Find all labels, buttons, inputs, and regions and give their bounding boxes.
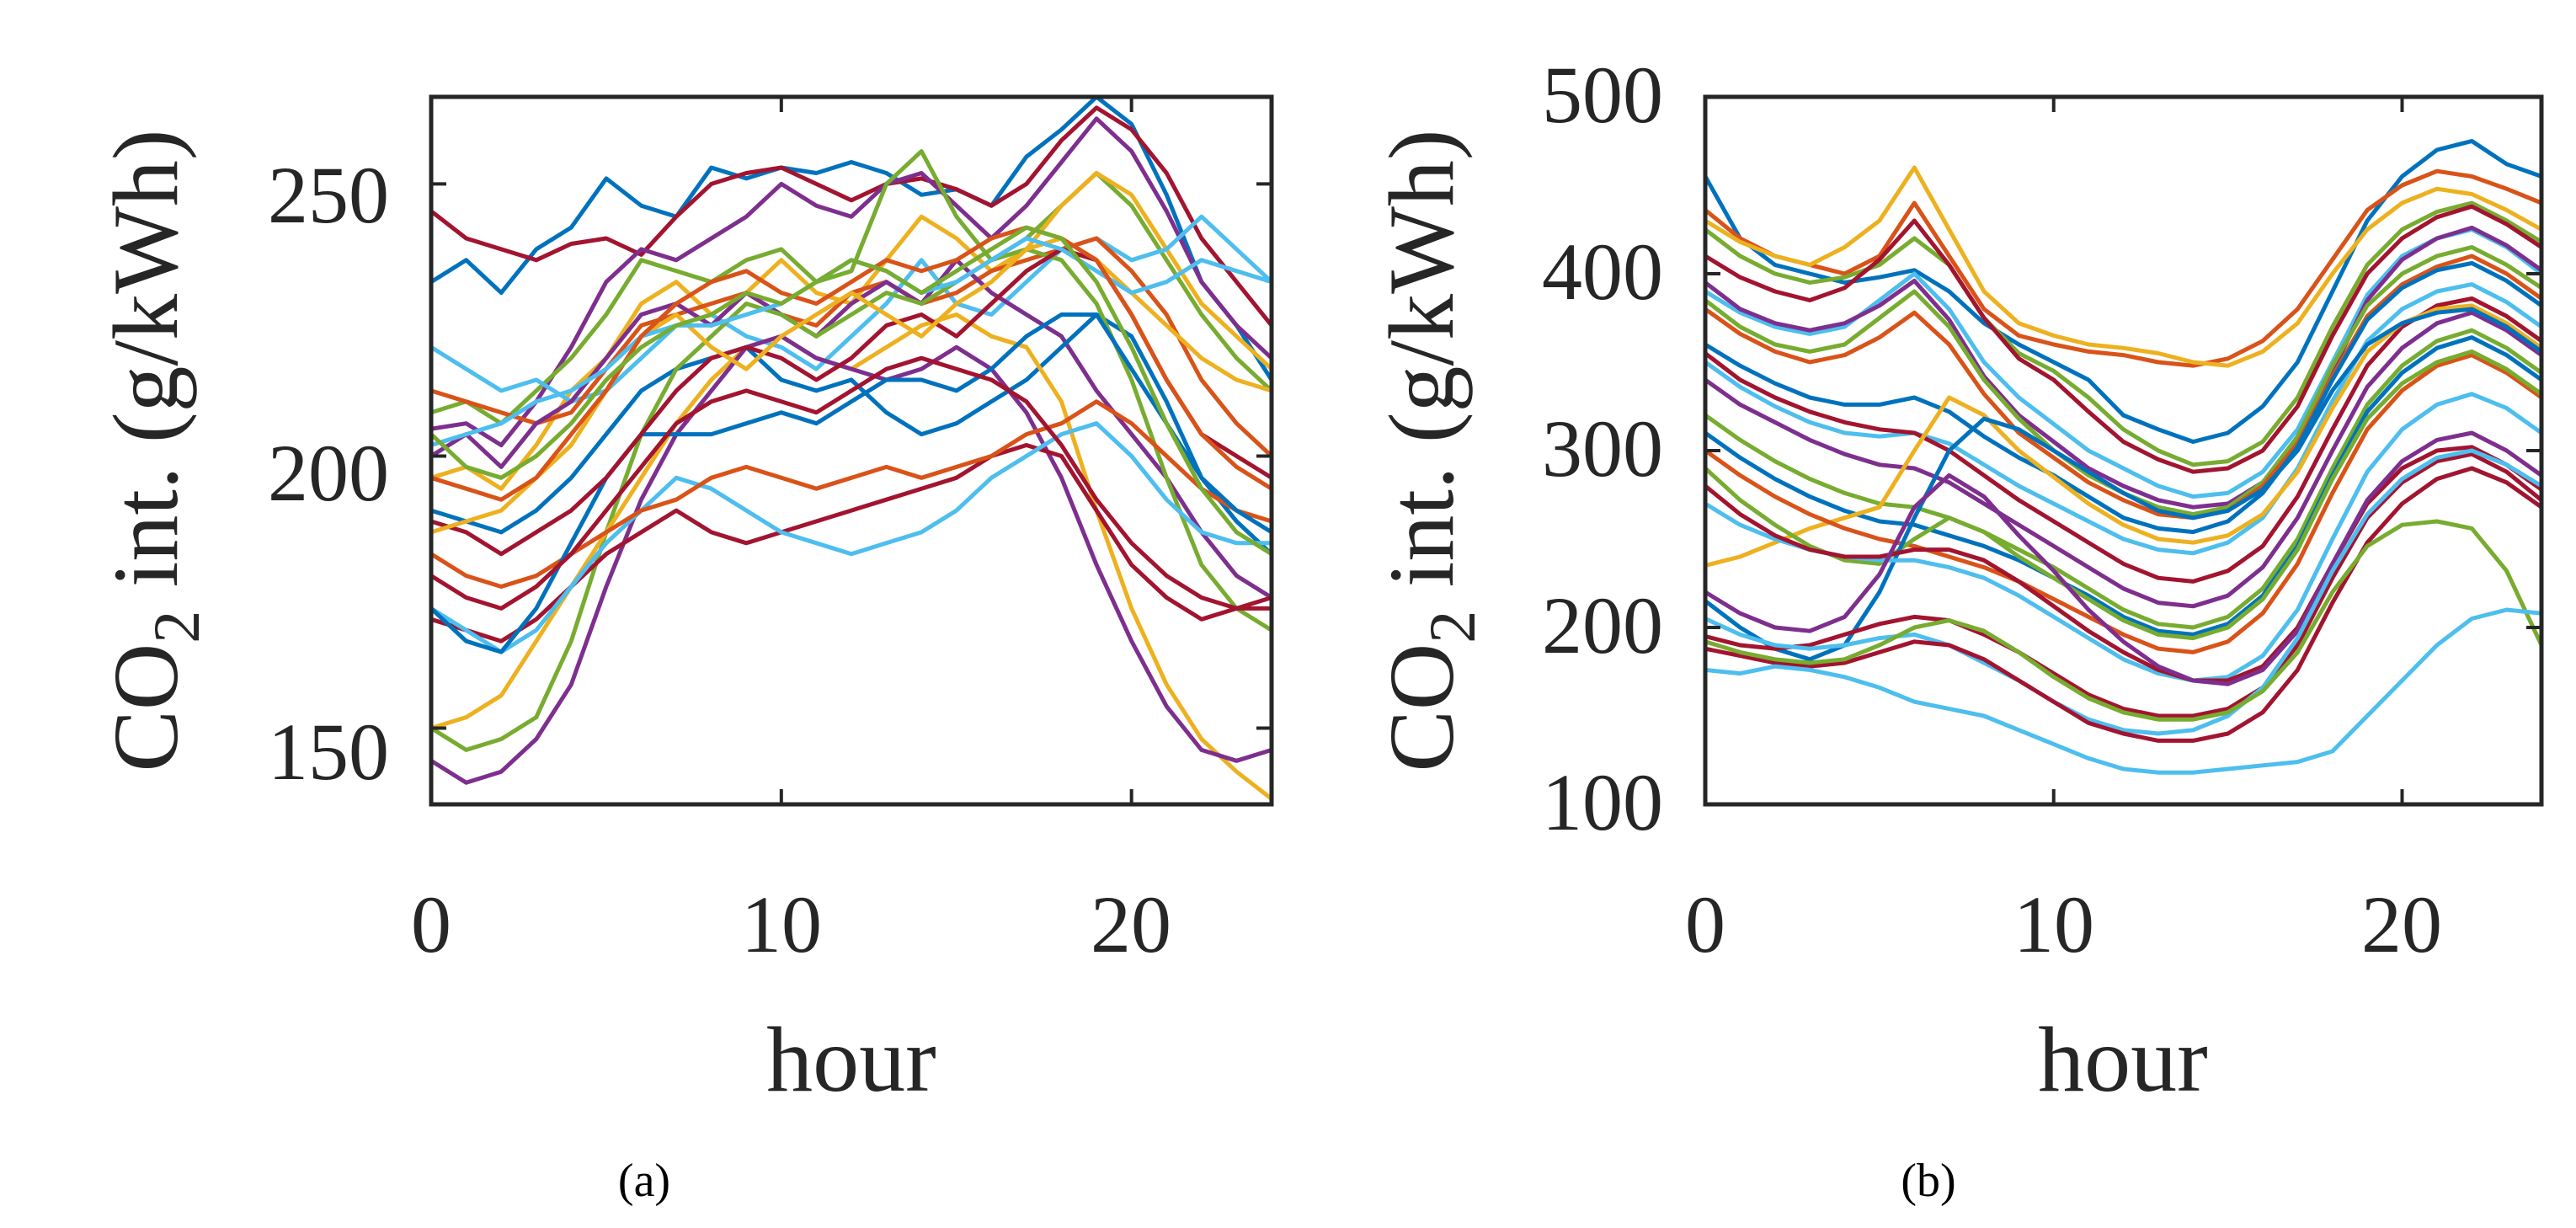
panel-b-series-line-7 — [1703, 225, 2544, 510]
panel-a-series-line-10 — [429, 247, 1274, 752]
panel-b-xtick-label: 0 — [1685, 879, 1725, 969]
panel-a-caption: (a) — [618, 1155, 670, 1207]
panel-b-series-line-23 — [1703, 451, 2544, 718]
panel-a-ylabel-rest: int. (g/kWh) — [94, 129, 197, 610]
panel-a-ylabel: CO2 int. (g/kWh) — [94, 129, 213, 772]
panel-a-series-line-8 — [429, 258, 1274, 600]
panel-b-series-line-5 — [1703, 204, 2544, 474]
panel-b-ytick-label: 200 — [1542, 580, 1663, 670]
panel-a-series-line-3 — [429, 116, 1274, 447]
panel-b-series-line-14 — [1703, 328, 2544, 630]
panel-b-series-line-2 — [1703, 168, 2544, 368]
panel-b-series-line-26 — [1703, 519, 2544, 722]
panel-a-series-line-14 — [429, 421, 1274, 654]
panel-a-series-line-9 — [429, 312, 1274, 557]
panel-b-ylabel-co: CO — [1370, 643, 1473, 772]
panel-b-xlabel: hour — [2038, 1008, 2208, 1111]
panel-b-series-line-22 — [1703, 430, 2544, 686]
panel-b: 100 200 300 400 500 0 10 20 hour CO2 int… — [1370, 50, 2544, 1207]
panel-b-series-line-24 — [1703, 448, 2544, 736]
panel-b-ticks — [1704, 95, 2541, 806]
panel-b-ytick-label: 300 — [1542, 403, 1663, 494]
panel-a-xtick-label: 20 — [1091, 879, 1171, 969]
panel-a-ytick-label: 250 — [268, 150, 389, 240]
panel-b-ylabel: CO2 int. (g/kWh) — [1370, 129, 1489, 772]
panel-a-series-line-16 — [429, 312, 1274, 654]
panel-b-series-line-25 — [1703, 466, 2544, 743]
panel-a-xlabel: hour — [766, 1008, 936, 1111]
panel-b-ytick-label: 100 — [1542, 757, 1663, 847]
panel-b-ytick-label: 500 — [1542, 50, 1663, 140]
panel-a-xtick-label: 10 — [741, 879, 822, 969]
panel-b-series-line-15 — [1703, 335, 2544, 637]
panel-b-series-line-17 — [1703, 353, 2544, 654]
panel-b-series-line-27 — [1703, 607, 2544, 775]
panel-b-series-line-11 — [1703, 282, 2544, 556]
panel-b-series-line-9 — [1703, 254, 2544, 521]
panel-a-series-line-4 — [429, 149, 1274, 426]
panel-b-series-line-13 — [1703, 310, 2544, 609]
panel-a-series-line-5 — [429, 171, 1274, 491]
panel-b-series-line-18 — [1703, 349, 2544, 641]
panel-b-series-line-16 — [1703, 303, 2544, 568]
panel-b-caption: (b) — [1901, 1155, 1955, 1207]
panel-b-ylabel-rest: int. (g/kWh) — [1370, 129, 1473, 610]
panel-b-series-line-12 — [1703, 296, 2544, 584]
panel-b-series — [1703, 139, 2544, 775]
panel-a-ytick-label: 150 — [268, 707, 389, 797]
panel-a-xtick-label: 0 — [411, 879, 451, 969]
panel-b-series-line-3 — [1703, 165, 2544, 368]
panel-a-series-line-2 — [429, 105, 1274, 328]
panel-b-ytick-label: 400 — [1542, 227, 1663, 317]
panel-a-ylabel-subscript: 2 — [140, 611, 213, 643]
panel-b-series-line-4 — [1703, 200, 2544, 467]
panel-a-series-line-12 — [429, 334, 1274, 785]
panel-a-axes-frame — [429, 94, 1274, 807]
panel-a-series-line-1 — [429, 94, 1274, 382]
panel-a-ticks — [429, 97, 1272, 804]
panel-b-series-line-1 — [1703, 139, 2544, 444]
panel-a-ytick-label: 200 — [268, 428, 389, 518]
panel-b-xtick-label: 20 — [2361, 879, 2442, 969]
panel-a-series-line-20 — [429, 225, 1274, 502]
panel-a-series — [429, 94, 1274, 801]
panel-b-series-line-21 — [1703, 445, 2544, 683]
panel-b-series-line-6 — [1703, 227, 2544, 499]
panel-a-ylabel-co: CO — [94, 643, 197, 772]
panel-b-xtick-label: 10 — [2013, 879, 2094, 969]
panel-a: 150 200 250 0 10 20 hour CO2 int. (g/kWh… — [94, 94, 1274, 1207]
panel-b-ylabel-subscript: 2 — [1416, 611, 1489, 643]
panel-a-series-line-21 — [429, 225, 1274, 557]
panel-b-series-line-10 — [1703, 260, 2544, 535]
panel-a-series-line-22 — [429, 355, 1274, 611]
